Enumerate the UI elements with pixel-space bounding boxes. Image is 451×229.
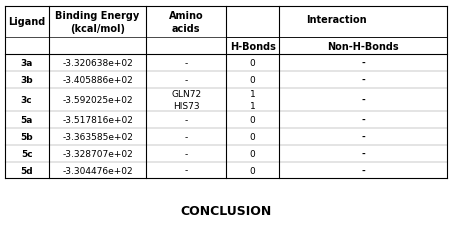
Text: -3.328707e+02: -3.328707e+02 bbox=[62, 149, 133, 158]
Text: 1
1: 1 1 bbox=[249, 90, 255, 110]
Text: 0: 0 bbox=[249, 76, 255, 85]
Text: -: - bbox=[361, 166, 364, 175]
Text: GLN72
HIS73: GLN72 HIS73 bbox=[170, 90, 201, 110]
Text: -: - bbox=[184, 132, 187, 141]
Text: 0: 0 bbox=[249, 132, 255, 141]
Text: 3a: 3a bbox=[20, 59, 33, 68]
Text: CONCLUSION: CONCLUSION bbox=[180, 204, 271, 217]
Text: 0: 0 bbox=[249, 116, 255, 125]
Text: -3.517816e+02: -3.517816e+02 bbox=[62, 116, 133, 125]
Text: -3.320638e+02: -3.320638e+02 bbox=[62, 59, 133, 68]
Text: -: - bbox=[361, 59, 364, 68]
Text: 5a: 5a bbox=[20, 116, 33, 125]
Text: 0: 0 bbox=[249, 166, 255, 175]
Text: Binding Energy
(kcal/mol): Binding Energy (kcal/mol) bbox=[55, 11, 139, 33]
Text: 5c: 5c bbox=[21, 149, 32, 158]
Text: 3b: 3b bbox=[20, 76, 33, 85]
Text: -: - bbox=[184, 76, 187, 85]
Text: -3.592025e+02: -3.592025e+02 bbox=[62, 95, 133, 105]
Text: -3.304476e+02: -3.304476e+02 bbox=[62, 166, 133, 175]
Text: -: - bbox=[184, 59, 187, 68]
Text: 5b: 5b bbox=[20, 132, 33, 141]
Text: H-Bonds: H-Bonds bbox=[229, 41, 275, 51]
Text: Amino
acids: Amino acids bbox=[168, 11, 203, 33]
Text: -: - bbox=[184, 116, 187, 125]
Text: -: - bbox=[184, 166, 187, 175]
Text: Interaction: Interaction bbox=[306, 15, 366, 25]
Text: 5d: 5d bbox=[20, 166, 33, 175]
Text: -: - bbox=[361, 132, 364, 141]
Text: -3.405886e+02: -3.405886e+02 bbox=[62, 76, 133, 85]
Text: -: - bbox=[361, 116, 364, 125]
Text: Non-H-Bonds: Non-H-Bonds bbox=[327, 41, 398, 51]
Text: 0: 0 bbox=[249, 59, 255, 68]
Text: -: - bbox=[184, 149, 187, 158]
Text: -3.363585e+02: -3.363585e+02 bbox=[62, 132, 133, 141]
Text: Ligand: Ligand bbox=[8, 17, 45, 27]
Text: 0: 0 bbox=[249, 149, 255, 158]
Text: -: - bbox=[361, 76, 364, 85]
Text: 3c: 3c bbox=[21, 95, 32, 105]
Text: -: - bbox=[361, 149, 364, 158]
Text: -: - bbox=[361, 95, 364, 105]
